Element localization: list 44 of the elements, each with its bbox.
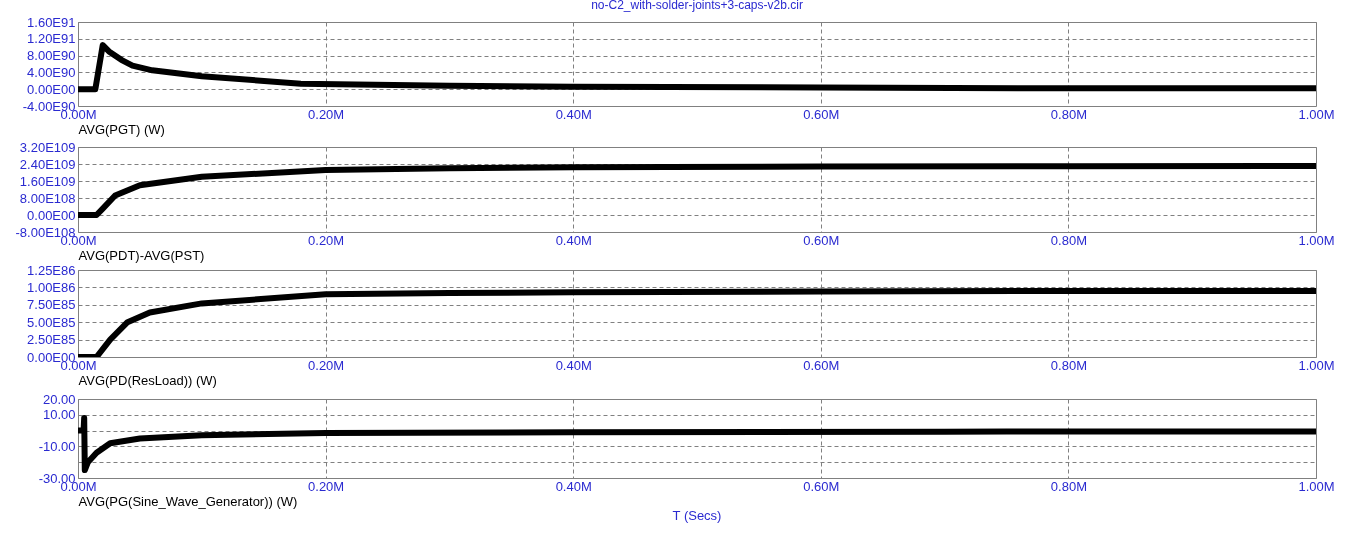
y-tick-label: 1.00E86 xyxy=(27,279,76,295)
y-tick-label: 0.00E00 xyxy=(27,207,76,223)
series-label: AVG(PG(Sine_Wave_Generator)) (W) xyxy=(78,493,298,509)
y-tick-label: -10.00 xyxy=(38,438,76,454)
x-tick-label: 0.20M xyxy=(308,478,345,494)
y-tick-label: 3.20E109 xyxy=(19,139,76,155)
x-tick-label: 0.80M xyxy=(1050,106,1087,122)
y-tick-label: 8.00E108 xyxy=(19,190,76,206)
y-tick-label: 1.60E91 xyxy=(27,14,76,30)
y-tick-label: 1.20E91 xyxy=(27,31,76,47)
x-tick-label: 0.20M xyxy=(308,232,345,248)
x-tick-label: 0.80M xyxy=(1050,357,1087,373)
x-tick-label: 0.60M xyxy=(803,478,840,494)
x-tick-label: 0.60M xyxy=(803,357,840,373)
y-tick-label: 1.25E86 xyxy=(27,262,76,278)
text: AVG(PDT)-AVG(PST) xyxy=(78,247,205,263)
x-tick-label: 0.60M xyxy=(803,232,840,248)
x-tick-label: 0.40M xyxy=(555,357,592,373)
y-tick-label: 7.50E85 xyxy=(27,297,76,313)
x-tick-label: 0.80M xyxy=(1050,478,1087,494)
x-tick-label: 0.80M xyxy=(1050,232,1087,248)
x-tick-label: 0.20M xyxy=(308,357,345,373)
x-tick-label: 0.40M xyxy=(555,232,592,248)
x-tick-label: 0.40M xyxy=(555,106,592,122)
x-tick-label: 0.40M xyxy=(555,478,592,494)
x-axis-title: T (Secs) xyxy=(672,508,722,523)
y-tick-label: 4.00E90 xyxy=(27,64,76,80)
y-tick-label: 2.40E109 xyxy=(19,156,76,172)
x-tick-label: 1.00M xyxy=(1298,232,1335,248)
x-tick-label: 1.00M xyxy=(1298,106,1335,122)
text: AVG(PGT) (W) xyxy=(78,121,165,137)
y-tick-label: 10.00 xyxy=(42,407,76,423)
series-label: AVG(PD(ResLoad)) (W) xyxy=(78,372,217,388)
y-tick-label: 8.00E90 xyxy=(27,48,76,64)
x-tick-label: 1.00M xyxy=(1298,478,1335,494)
chart-title: no-C2_with-solder-joints+3-caps-v2b.cir xyxy=(591,0,803,12)
x-tick-label: 1.00M xyxy=(1298,357,1335,373)
x-tick-label: 0.60M xyxy=(803,106,840,122)
x-tick-label: 0.20M xyxy=(308,106,345,122)
y-tick-label: 20.00 xyxy=(42,391,76,407)
y-tick-label: 2.50E85 xyxy=(27,332,76,348)
y-tick-label: 0.00E00 xyxy=(27,81,76,97)
y-tick-label: 1.60E109 xyxy=(19,173,76,189)
y-tick-label: 5.00E85 xyxy=(27,314,76,330)
